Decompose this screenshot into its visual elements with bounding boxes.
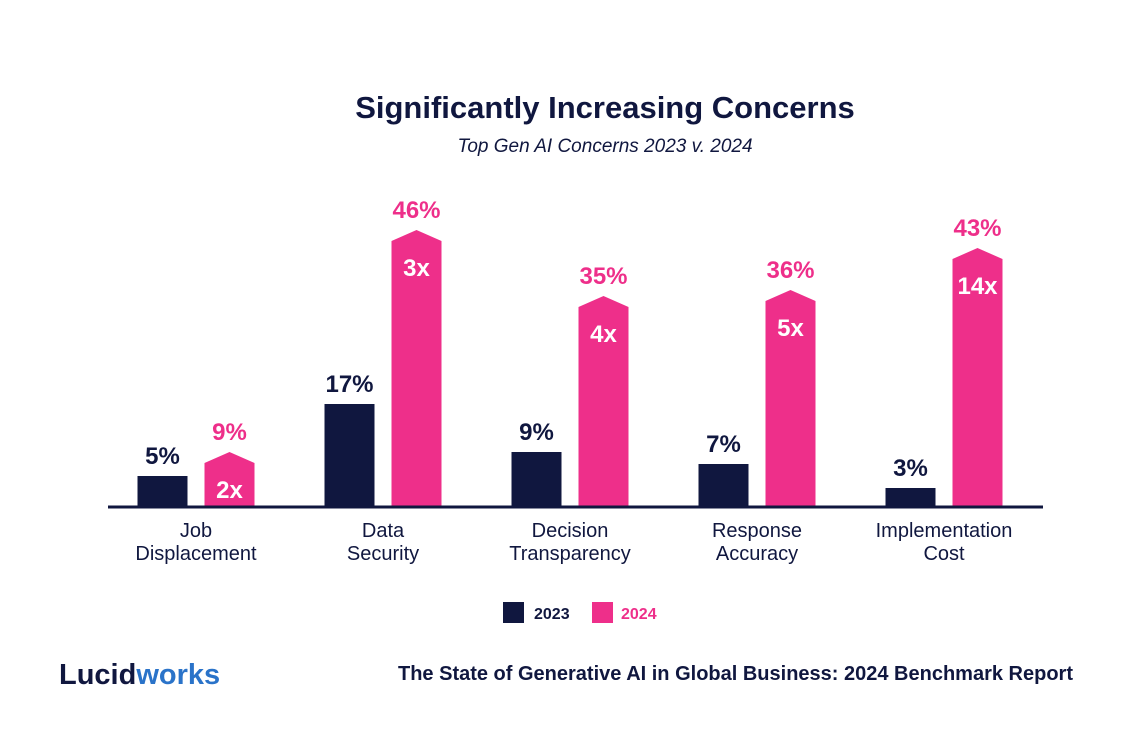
value-label-2023: 3% [893,455,928,482]
bar-2023 [698,464,749,506]
value-label-2023: 7% [706,431,741,458]
logo-text-lucid: Lucid [59,659,136,691]
bar-2024 [204,452,255,506]
category-label: Displacement [135,543,257,565]
legend-swatch-2024 [592,602,613,623]
chart-subtitle: Top Gen AI Concerns 2023 v. 2024 [457,136,752,157]
chart-title: Significantly Increasing Concerns [355,90,855,125]
svg-text:Lucidworks: Lucidworks [59,659,220,691]
category-label: Response [712,520,802,542]
legend-swatch-2023 [503,602,524,623]
bar-2024 [952,248,1003,506]
category-label: Job [180,520,212,542]
category-label: Transparency [509,543,631,565]
legend: 2023 2024 [503,602,657,623]
bar-2023 [137,476,188,506]
category-label: Accuracy [716,543,798,565]
multiplier-label: 3x [403,255,430,282]
value-label-2023: 5% [145,443,180,470]
value-label-2024: 35% [579,263,627,290]
value-label-2023: 9% [519,419,554,446]
bar-2024 [391,230,442,506]
value-label-2024: 43% [953,215,1001,242]
value-label-2024: 46% [392,197,440,224]
multiplier-label: 2x [216,477,243,504]
bar-2023 [885,488,936,506]
category-label: Cost [923,543,965,565]
logo: Lucidworks [59,659,220,691]
value-label-2024: 36% [766,257,814,284]
bar-2024 [578,296,629,506]
value-label-2023: 17% [325,371,373,398]
category-label: Implementation [876,520,1013,542]
bar-2023 [511,452,562,506]
category-label: Data [362,520,405,542]
multiplier-label: 5x [777,315,804,342]
logo-text-works: works [135,659,220,691]
legend-label-2024: 2024 [621,606,657,623]
multiplier-label: 4x [590,321,617,348]
value-label-2024: 9% [212,419,247,446]
report-title: The State of Generative AI in Global Bus… [398,663,1073,685]
bar-2023 [324,404,375,506]
bar-2024 [765,290,816,506]
category-label: Security [347,543,419,565]
bars-group: 5% 9% 2x 17% 46% 3x 9% 35% 4x 7% 36% 5x 3% 43% 14x [137,197,1003,506]
multiplier-label: 14x [957,273,998,300]
category-label: Decision [532,520,609,542]
legend-label-2023: 2023 [534,606,570,623]
